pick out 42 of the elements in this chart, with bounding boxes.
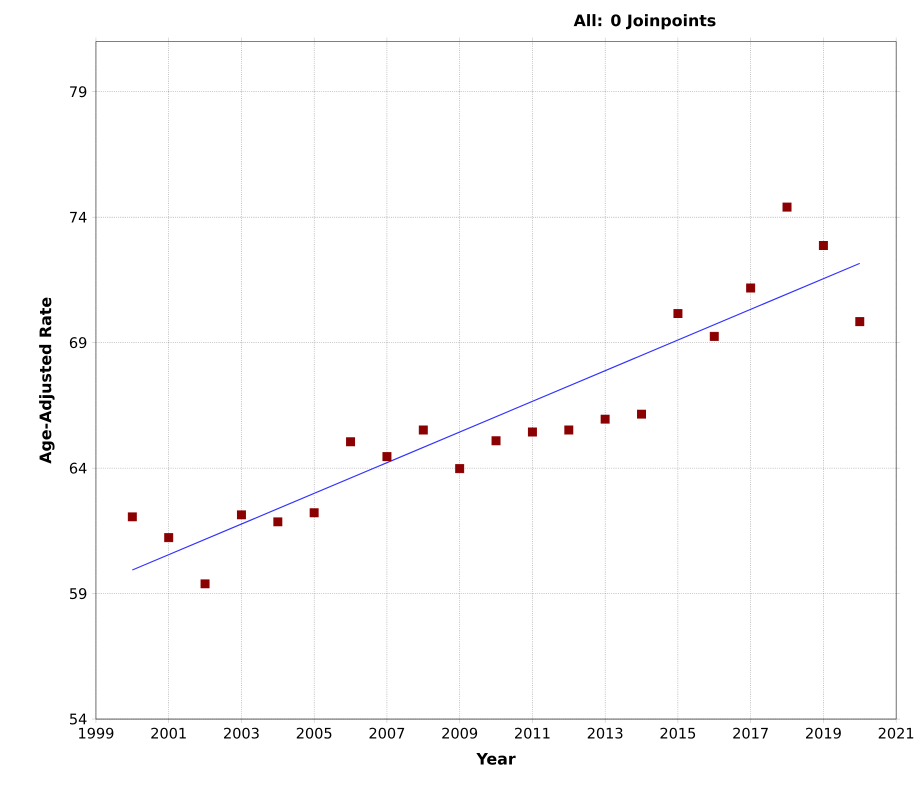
x-tick-label: 2019 xyxy=(806,728,841,739)
point xyxy=(418,425,428,434)
point xyxy=(710,332,719,341)
chart-title: All: 0 Joinpoints xyxy=(574,14,716,30)
y-tick-label: 59 xyxy=(70,588,86,599)
x-tick-label: 2013 xyxy=(588,728,622,739)
point xyxy=(128,512,137,522)
x-axis-title: Year xyxy=(476,752,516,765)
point xyxy=(782,202,792,212)
point xyxy=(637,410,646,419)
point xyxy=(164,533,174,542)
x-tick-label: 2001 xyxy=(151,728,186,739)
y-tick-label: 74 xyxy=(70,212,87,222)
point xyxy=(382,452,392,461)
point xyxy=(564,425,574,434)
x-tick-label: 2021 xyxy=(878,728,914,739)
point xyxy=(818,240,828,250)
x-tick-label: 2009 xyxy=(442,728,478,739)
point xyxy=(200,579,210,588)
point xyxy=(528,427,537,436)
point xyxy=(310,508,319,518)
point xyxy=(746,283,756,292)
point xyxy=(600,414,610,424)
point xyxy=(346,437,356,446)
y-axis-title: Age-Adjusted Rate xyxy=(39,298,55,464)
point xyxy=(455,464,464,474)
y-tick-label: 79 xyxy=(70,86,86,98)
point xyxy=(855,316,864,326)
y-tick-label: 69 xyxy=(70,337,86,348)
y-tick-label: 54 xyxy=(70,714,87,724)
x-tick-label: 2017 xyxy=(733,728,768,739)
x-tick-label: 2011 xyxy=(515,728,550,739)
point xyxy=(492,436,501,446)
point xyxy=(673,308,682,318)
x-tick-label: 1999 xyxy=(79,728,114,739)
point xyxy=(273,517,282,526)
x-tick-label: 2005 xyxy=(296,728,332,739)
y-tick-label: 64 xyxy=(70,462,87,474)
point xyxy=(236,510,246,520)
x-tick-label: 2015 xyxy=(660,728,696,739)
x-tick-label: 2003 xyxy=(224,728,259,739)
x-tick-label: 2007 xyxy=(370,728,404,739)
